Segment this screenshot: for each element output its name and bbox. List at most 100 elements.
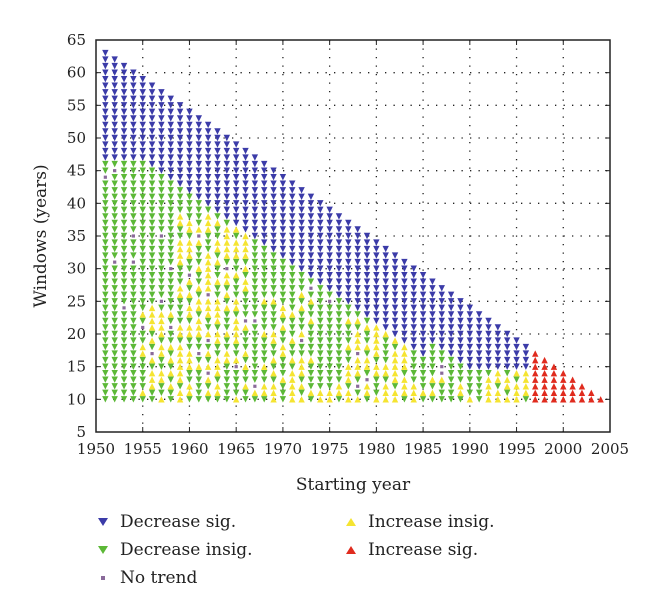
data-point [204, 298, 212, 305]
data-point [363, 304, 371, 312]
data-point [102, 76, 109, 83]
data-point [130, 213, 137, 220]
data-point [130, 370, 137, 377]
data-point [382, 252, 389, 259]
data-point [307, 383, 315, 390]
data-point [176, 304, 184, 312]
data-point [242, 278, 249, 285]
data-point [410, 304, 417, 312]
data-point [410, 389, 417, 396]
data-point [429, 291, 436, 298]
data-point [279, 258, 287, 266]
data-point [541, 383, 548, 390]
data-point [326, 265, 333, 272]
data-point [223, 376, 231, 383]
data-point [363, 396, 371, 403]
data-point [176, 291, 184, 298]
y-tick-label: 5 [76, 423, 86, 441]
data-point [111, 219, 118, 227]
data-point [457, 343, 464, 351]
data-point [270, 363, 277, 370]
data-point [298, 370, 305, 377]
data-point [195, 141, 202, 148]
data-point [279, 343, 287, 351]
data-point [130, 167, 137, 174]
data-point [345, 311, 352, 318]
data-point [261, 324, 268, 331]
data-point [130, 298, 137, 305]
data-point [270, 174, 277, 181]
data-point [261, 311, 268, 318]
data-point [475, 383, 483, 390]
data-point [475, 363, 483, 370]
data-point [354, 226, 361, 233]
data-point [307, 232, 315, 240]
data-point [111, 174, 118, 181]
x-tick-label: 1970 [264, 440, 302, 458]
data-point [438, 304, 445, 312]
data-point [429, 343, 436, 351]
data-point [317, 232, 324, 240]
data-point [204, 160, 212, 168]
data-point [186, 324, 193, 331]
data-point [148, 102, 156, 109]
data-point [130, 252, 137, 259]
data-point [243, 319, 248, 323]
data-point [214, 298, 221, 305]
data-point [204, 258, 212, 266]
data-point [232, 389, 240, 396]
data-point [176, 206, 184, 214]
data-point [307, 389, 315, 396]
data-point [401, 291, 408, 298]
data-point [111, 115, 118, 122]
data-point [447, 383, 455, 390]
data-point [148, 128, 156, 135]
data-point [401, 396, 408, 403]
data-point [466, 317, 474, 325]
data-point [176, 330, 184, 338]
data-point [167, 187, 174, 194]
data-point [354, 317, 361, 325]
data-point [289, 363, 296, 370]
data-point [102, 245, 109, 253]
data-point [214, 141, 221, 148]
data-point [214, 174, 221, 181]
data-point [223, 147, 231, 155]
data-point [354, 356, 361, 364]
data-point [447, 350, 455, 357]
data-point [298, 187, 305, 194]
data-point [242, 154, 249, 161]
data-point [475, 389, 483, 396]
data-point [345, 330, 352, 338]
data-point [176, 115, 184, 122]
data-point [214, 258, 221, 266]
data-point [111, 62, 118, 70]
data-point [158, 272, 165, 279]
data-point [419, 376, 427, 383]
data-point [447, 324, 455, 331]
data-point [429, 370, 436, 377]
data-point [307, 330, 315, 338]
data-point [307, 213, 315, 220]
data-point [317, 383, 324, 390]
data-point [382, 245, 389, 253]
data-point [139, 396, 146, 403]
data-point [335, 245, 343, 253]
data-point [270, 383, 277, 390]
data-point [111, 239, 118, 246]
data-point [120, 95, 128, 102]
data-point [373, 356, 380, 364]
data-point [139, 272, 146, 279]
data-point [223, 213, 231, 220]
data-point [139, 317, 146, 325]
data-point [391, 278, 399, 285]
data-point [261, 304, 268, 312]
data-point [176, 258, 184, 266]
data-point [120, 350, 128, 357]
data-point [279, 219, 287, 227]
data-point [195, 160, 202, 168]
data-point [382, 258, 389, 266]
data-point [176, 356, 184, 364]
data-point [120, 370, 128, 377]
data-point [102, 154, 109, 161]
